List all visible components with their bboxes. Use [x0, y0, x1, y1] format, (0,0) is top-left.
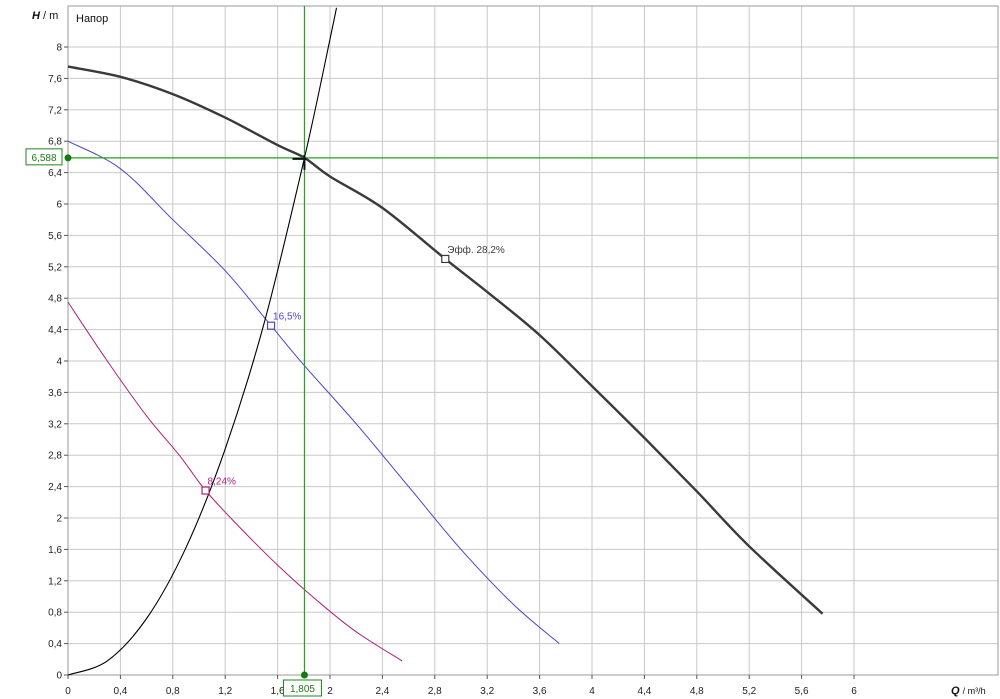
x-tick-label: 2	[327, 686, 333, 697]
cursor-x-readout-box	[282, 679, 322, 697]
x-tick-label: 4,8	[690, 686, 704, 697]
curves	[67, 7, 824, 676]
system-curve	[67, 7, 338, 676]
x-tick-label: 4,4	[637, 686, 651, 697]
y-tick-label: 2,8	[48, 451, 62, 462]
y-tick-label: 6	[56, 200, 62, 211]
mid-efficiency-label: 16,5%	[273, 312, 301, 323]
cursor-y-handle[interactable]	[64, 154, 72, 162]
mid-curve	[67, 140, 560, 644]
y-tick-label: 3,6	[48, 388, 62, 399]
y-tick-label: 2	[56, 514, 62, 525]
cursor-x-readout: 1,805	[290, 684, 315, 695]
y-tick-label: 6,4	[48, 168, 62, 179]
mid-efficiency-marker	[266, 321, 276, 330]
x-tick-label: 2,8	[428, 686, 442, 697]
x-axis-title: Q / m³/h	[951, 685, 986, 697]
svg-text:H / m: H / m	[32, 10, 58, 22]
low-curve	[67, 301, 403, 662]
x-tick-label: 5,2	[742, 686, 756, 697]
efficiency-markers: Эфф. 28,2% 16,5% 8,24%	[201, 244, 505, 495]
svg-text:Q / m³/h: Q / m³/h	[951, 685, 986, 697]
y-tick-label: 5,2	[48, 262, 62, 273]
y-axis-unit: / m	[43, 10, 58, 22]
main-curve	[67, 65, 824, 615]
chart-title: Напор	[76, 13, 108, 25]
x-tick-label: 0	[65, 686, 71, 697]
x-axis-symbol: Q	[951, 685, 960, 697]
x-tick-labels: 0 0,4 0,8 1,2 1,6 2 2,4 2,8 3,2 3,6 4 4,4 4,8 5,2 5,6 6	[65, 675, 857, 697]
x-tick-label: 0,4	[113, 686, 127, 697]
cursor-y-readout: 6,588	[31, 153, 56, 164]
y-axis-symbol: H	[32, 10, 41, 22]
y-tick-label: 4,4	[48, 325, 62, 336]
x-tick-label: 2,4	[375, 686, 389, 697]
x-tick-label: 3,2	[480, 686, 494, 697]
cursor-y-readout-box	[25, 148, 63, 166]
x-tick-label: 3,6	[533, 686, 547, 697]
y-tick-label: 0,8	[48, 608, 62, 619]
low-efficiency-marker	[201, 486, 210, 495]
operating-point-cursor[interactable]: 6,588 1,805	[25, 6, 998, 697]
y-tick-label: 5,6	[48, 231, 62, 242]
axes	[67, 5, 999, 676]
cursor-x-handle[interactable]	[300, 671, 308, 679]
y-tick-label: 3,2	[48, 419, 62, 430]
operating-point-icon	[292, 154, 307, 170]
x-tick-label: 0,8	[166, 686, 180, 697]
y-tick-label: 1,2	[48, 576, 62, 587]
y-axis-title: H / m	[32, 10, 58, 22]
y-tick-label: 6,8	[48, 137, 62, 148]
x-tick-label: 6	[851, 686, 857, 697]
y-tick-label: 4,8	[48, 294, 62, 305]
x-tick-label: 1,6	[271, 686, 285, 697]
y-tick-label: 0	[56, 671, 62, 682]
y-tick-label: 7,6	[48, 74, 62, 85]
y-tick-labels: 0 0,4 0,8 1,2 1,6 2 2,4 2,8 3,2 3,6 4 4,4 4,8 5,2 5,6 6…	[48, 43, 68, 682]
x-axis-unit: / m³/h	[963, 686, 986, 696]
y-tick-label: 7,2	[48, 105, 62, 116]
x-tick-label: 1,2	[218, 686, 232, 697]
grid-lines	[67, 6, 998, 676]
y-tick-label: 8	[56, 43, 62, 54]
x-tick-label: 5,6	[795, 686, 809, 697]
main-efficiency-marker	[441, 254, 450, 264]
y-tick-label: 1,6	[48, 545, 62, 556]
y-tick-label: 4	[56, 357, 62, 368]
main-efficiency-label: Эфф. 28,2%	[447, 244, 505, 256]
y-tick-label: 2,4	[48, 482, 62, 493]
y-tick-label: 0,4	[48, 639, 62, 650]
low-efficiency-label: 8,24%	[208, 477, 236, 488]
plot-frame	[67, 5, 999, 676]
x-tick-label: 4	[589, 686, 595, 697]
